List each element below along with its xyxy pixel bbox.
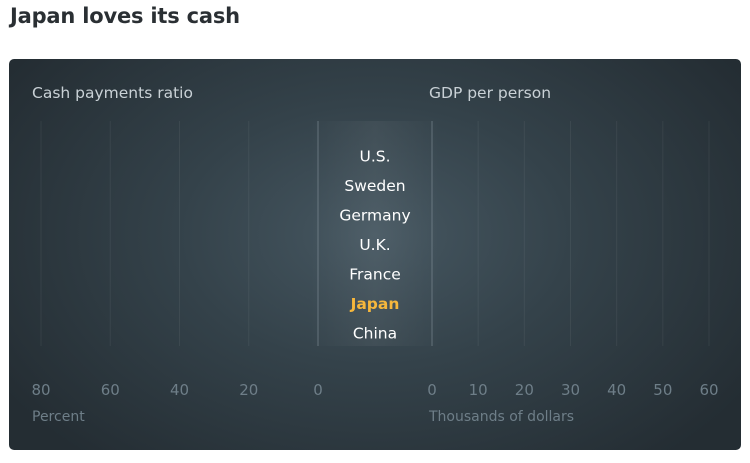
right-tick-label: 40 <box>607 381 626 399</box>
right-panel-title: GDP per person <box>429 84 551 102</box>
page-title: Japan loves its cash <box>10 4 240 28</box>
right-tick-label: 20 <box>515 381 534 399</box>
left-axis-unit: Percent <box>32 409 85 425</box>
country-label: China <box>353 325 397 343</box>
left-tick-label: 60 <box>101 381 120 399</box>
country-label: Japan <box>350 295 400 313</box>
left-tick-label: 40 <box>170 381 189 399</box>
butterfly-chart: Cash payments ratio GDP per person U.S. S… <box>31 84 718 425</box>
left-tick-label: 80 <box>31 381 50 399</box>
center-band <box>309 121 441 346</box>
left-tick-label: 20 <box>239 381 258 399</box>
country-label: U.K. <box>359 236 390 254</box>
chart-card: Cash payments ratio GDP per person U.S. S… <box>9 59 741 450</box>
country-label: Sweden <box>344 177 405 195</box>
right-tick-label: 10 <box>469 381 488 399</box>
left-panel-title: Cash payments ratio <box>32 84 193 102</box>
right-tick-label: 0 <box>427 381 437 399</box>
right-axis-unit: Thousands of dollars <box>428 409 574 425</box>
right-tick-label: 50 <box>653 381 672 399</box>
right-tick-label: 60 <box>699 381 718 399</box>
country-label: France <box>349 266 401 284</box>
left-tick-label: 0 <box>313 381 323 399</box>
country-label: Germany <box>339 207 410 225</box>
right-tick-label: 30 <box>561 381 580 399</box>
country-label: U.S. <box>359 148 390 166</box>
